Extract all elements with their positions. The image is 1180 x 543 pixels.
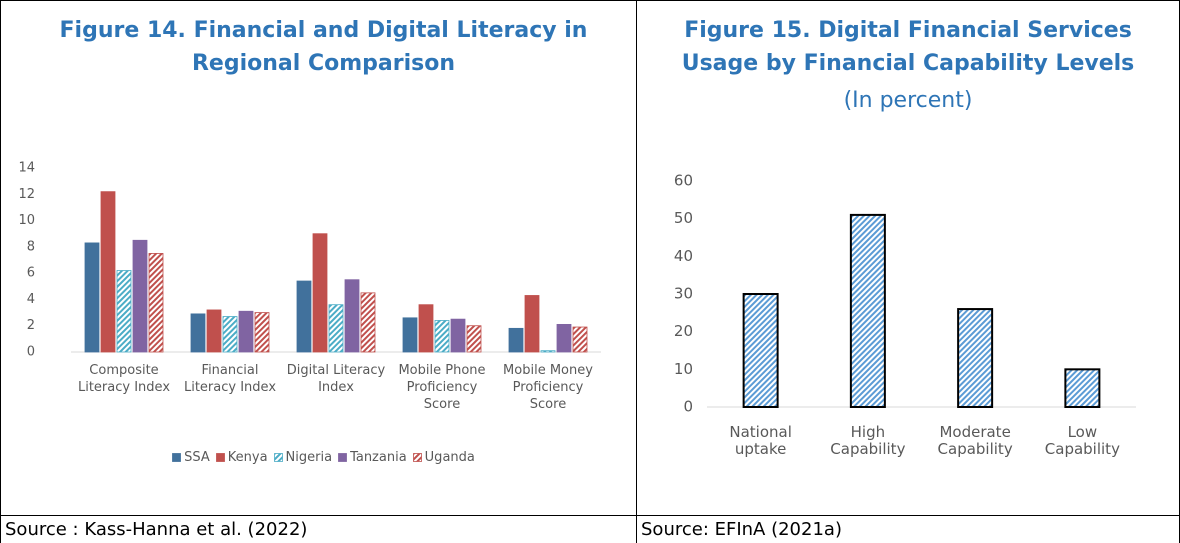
chart-title: Figure 14. Financial and Digital Literac… [59,18,588,76]
bar [238,310,254,353]
x-tick-label: Financial Literacy Index [183,363,277,395]
y-tick-label: 8 [27,239,35,254]
bar [344,279,360,353]
bar [466,325,482,353]
bar [360,292,376,353]
legend-label: Tanzania [350,450,407,465]
y-tick-label: 60 [674,172,693,190]
y-tick-label: 30 [674,285,693,303]
legend-item: SSA [172,450,210,465]
border [0,515,1180,516]
bar [540,350,556,353]
x-tick-label: National uptake [729,423,792,458]
border [636,0,637,543]
y-tick-label: 14 [18,161,35,176]
bar [148,253,164,353]
source: Source : Kass-Hanna et al. (2022) [5,519,308,540]
legend-label: SSA [184,450,210,465]
source: Source: EFInA (2021a) [641,519,842,540]
bar [116,270,132,353]
bar [957,308,994,409]
y-tick-label: 20 [674,322,693,340]
y-tick-label: 10 [18,213,35,228]
bar [1064,368,1101,409]
bar [524,295,540,353]
bar [508,327,524,353]
border [0,0,1180,1]
x-tick-label: Moderate Capability [937,423,1013,458]
swatch [215,453,225,462]
bar [132,239,148,353]
legend-label: Nigeria [285,450,333,465]
x-tick-label: Mobile Phone Proficiency Score [398,363,486,412]
bar [254,312,270,353]
chart: 0 2 4 6 8 10 12 14 [18,161,601,360]
bar [418,304,434,353]
y-tick-label: 0 [683,398,693,416]
chart-subtitle: (In percent) [843,88,973,113]
bar [190,313,206,353]
legend-item: Uganda [412,450,475,465]
bar [206,309,222,353]
x-tick-label: Composite Literacy Index [77,363,171,395]
bar [84,242,100,353]
swatch [338,453,347,462]
bar [402,317,418,353]
x-tick-label: Low Capability [1044,423,1120,458]
legend: SSA Kenya Nigeria Tanzania Uganda [41,450,606,465]
swatch [172,453,182,462]
x-tick-label: Digital Literacy Index [286,363,386,395]
legend-item: Kenya [215,450,268,465]
legend-item: Nigeria [273,450,333,465]
x-tick-label: High Capability [830,423,906,458]
y-tick-label: 6 [27,266,35,281]
legend-swatch [172,453,182,462]
bar [742,293,779,408]
legend-item: Tanzania [338,450,407,465]
legend-swatch [338,453,347,462]
panel: Figure 14. Financial and Digital Literac… [1,0,636,515]
bar [312,233,328,353]
chart: 0 10 20 30 40 50 60 [674,172,1136,416]
x-tick-label: Mobile Money Proficiency Score [503,363,593,412]
legend-label: Uganda [424,450,475,465]
legend-swatch [215,453,225,462]
swatch [273,453,283,462]
bar [450,318,466,353]
bar [328,304,344,353]
legend-label: Kenya [227,450,268,465]
y-tick-label: 10 [674,360,693,378]
bar [434,320,450,353]
y-tick-label: 50 [674,209,693,227]
y-tick-label: 4 [27,292,35,307]
swatch [412,453,422,462]
legend-swatch [273,453,283,462]
y-tick-label: 40 [674,247,693,265]
border [0,0,1,543]
y-tick-label: 0 [27,345,35,360]
bar [222,316,238,353]
y-tick-label: 12 [18,187,35,202]
panel: Figure 15. Digital Financial Services Us… [637,0,1179,515]
y-tick-label: 2 [27,318,35,333]
bar [556,323,572,353]
chart-title: Figure 15. Digital Financial Services Us… [681,18,1135,76]
bar [296,280,312,353]
bar [572,326,588,353]
bar [849,213,886,408]
legend-swatch [412,453,422,462]
bar [100,191,116,353]
